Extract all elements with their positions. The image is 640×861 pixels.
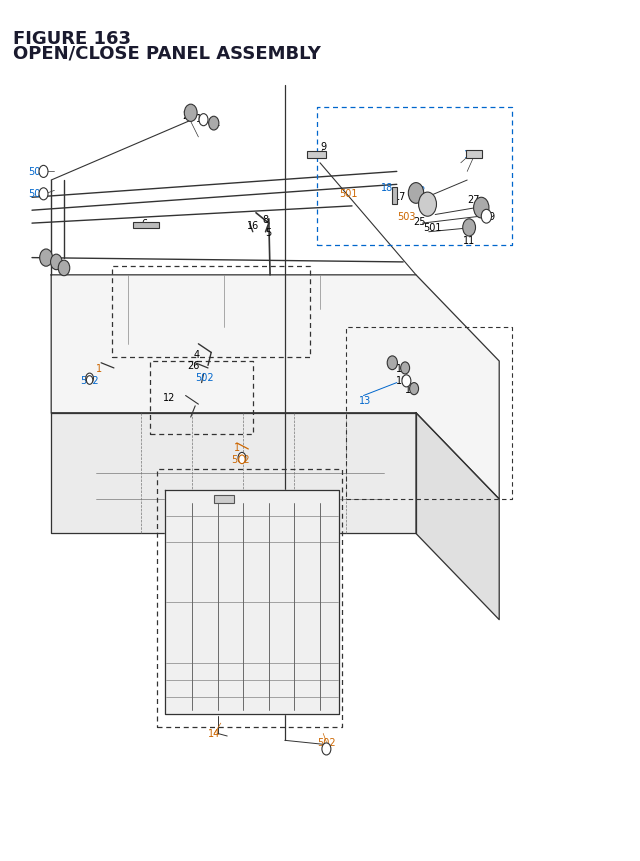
Circle shape (51, 255, 62, 270)
Circle shape (463, 220, 476, 237)
Text: 15: 15 (464, 150, 477, 160)
Text: 1: 1 (234, 443, 240, 453)
Text: 20: 20 (182, 111, 195, 121)
Circle shape (387, 356, 397, 370)
Text: 3: 3 (51, 257, 58, 268)
Text: 24: 24 (419, 200, 432, 210)
Circle shape (474, 198, 489, 219)
Circle shape (419, 193, 436, 217)
Text: 503: 503 (397, 212, 415, 222)
Bar (466, 151, 482, 159)
Text: 502: 502 (80, 375, 99, 386)
Text: 13: 13 (358, 395, 371, 406)
Text: 7: 7 (388, 358, 395, 369)
Text: 21: 21 (208, 118, 221, 128)
Circle shape (239, 455, 245, 464)
Text: 18: 18 (381, 183, 394, 193)
Circle shape (39, 189, 48, 201)
Text: 501: 501 (423, 223, 441, 233)
Text: 502: 502 (317, 737, 336, 747)
Text: 11: 11 (195, 114, 208, 124)
Text: 9: 9 (320, 141, 326, 152)
Circle shape (209, 117, 219, 131)
Bar (392, 188, 397, 205)
Polygon shape (165, 491, 339, 715)
Text: 14: 14 (208, 728, 221, 739)
Circle shape (481, 210, 492, 224)
Text: 10: 10 (396, 363, 408, 374)
Bar (307, 152, 326, 158)
Text: 5: 5 (266, 227, 272, 238)
Text: 25: 25 (413, 217, 426, 227)
Circle shape (86, 374, 93, 384)
Text: 502: 502 (230, 455, 250, 465)
Polygon shape (51, 276, 499, 499)
Text: 11: 11 (463, 236, 476, 246)
Text: 8: 8 (262, 214, 269, 225)
Text: 12: 12 (163, 393, 176, 403)
Text: 9: 9 (488, 212, 495, 222)
Circle shape (401, 362, 410, 375)
Text: 1: 1 (96, 363, 102, 374)
Circle shape (58, 261, 70, 276)
Text: 22: 22 (413, 186, 426, 196)
Text: 23: 23 (474, 206, 486, 216)
Text: 501: 501 (340, 189, 358, 199)
Text: 502: 502 (28, 189, 47, 199)
Circle shape (238, 453, 246, 463)
Text: 4: 4 (194, 350, 200, 360)
Text: 502: 502 (28, 167, 47, 177)
Text: OPEN/CLOSE PANEL ASSEMBLY: OPEN/CLOSE PANEL ASSEMBLY (13, 45, 321, 63)
Text: 27: 27 (467, 195, 480, 205)
Bar (214, 495, 234, 504)
Circle shape (39, 166, 48, 178)
Text: 16: 16 (246, 220, 259, 231)
Text: 17: 17 (394, 191, 406, 201)
Polygon shape (416, 413, 499, 620)
Circle shape (86, 376, 93, 385)
Text: 6: 6 (141, 219, 147, 229)
Text: 502: 502 (195, 372, 214, 382)
Circle shape (184, 105, 197, 122)
Text: 19: 19 (396, 375, 408, 386)
Polygon shape (51, 413, 416, 534)
Text: FIGURE 163: FIGURE 163 (13, 30, 131, 48)
Circle shape (410, 383, 419, 395)
Text: 26: 26 (188, 361, 200, 371)
Bar (133, 223, 159, 228)
Text: 2: 2 (60, 262, 66, 272)
Circle shape (40, 250, 52, 267)
Circle shape (199, 115, 208, 127)
Text: 2: 2 (40, 253, 47, 263)
Text: 11: 11 (405, 384, 418, 394)
Circle shape (402, 375, 411, 387)
Circle shape (408, 183, 424, 204)
Circle shape (322, 743, 331, 755)
